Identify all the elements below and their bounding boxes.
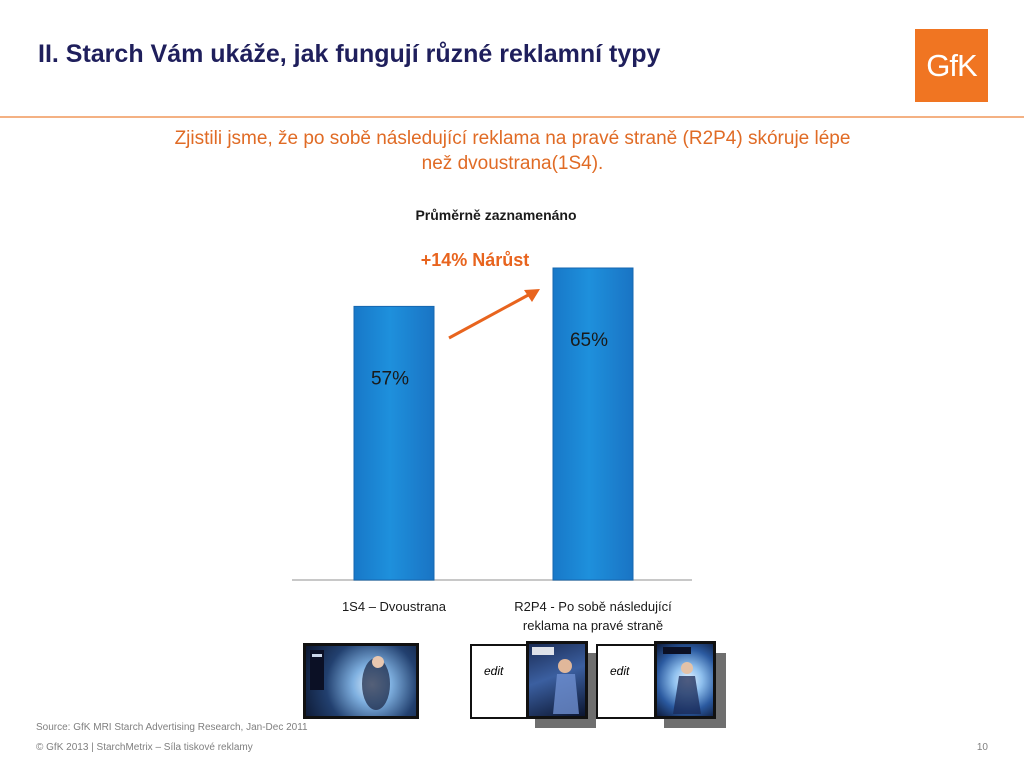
edit-label-2: edit	[610, 664, 630, 678]
subtitle-line-2: než dvoustrana(1S4).	[421, 153, 604, 174]
footer-copyright: © GfK 2013 | StarchMetrix – Síla tiskové…	[36, 742, 253, 753]
category-label-2-1: R2P4 - Po sobě následující	[514, 599, 672, 614]
model-figure-icon	[310, 650, 390, 710]
slide-subtitle: Zjistili jsme, že po sobě následující re…	[90, 126, 935, 176]
magazine-spread-image	[303, 643, 419, 719]
magazine-cover-icon-2	[663, 647, 701, 714]
chart-title: Průměrně zaznamenáno	[415, 207, 576, 223]
logo-text: GfK	[926, 47, 977, 83]
edit-label-1: edit	[484, 664, 504, 678]
page-number: 10	[976, 742, 988, 753]
gfk-logo: GfK	[915, 29, 988, 102]
source-note: Source: GfK MRI Starch Advertising Resea…	[36, 722, 308, 733]
magazine-page-1	[526, 641, 588, 719]
slide-title: II. Starch Vám ukáže, jak fungují různé …	[38, 40, 661, 68]
bar-1	[353, 305, 435, 581]
category-label-1-1: 1S4 – Dvoustrana	[342, 599, 447, 614]
magazine-page-2	[654, 641, 716, 719]
magazine-cover-icon	[532, 647, 579, 714]
edit-page-1: edit	[470, 644, 528, 719]
edit-page-2: edit	[596, 644, 656, 719]
category-label-2-2: reklama na pravé straně	[523, 618, 663, 633]
bar-value-label-2: 65%	[570, 330, 608, 351]
growth-arrow-head	[524, 289, 540, 302]
bar-value-label-1: 57%	[371, 368, 409, 389]
thumbnail-1s4	[303, 643, 421, 721]
subtitle-line-1: Zjistili jsme, že po sobě následující re…	[174, 128, 851, 149]
growth-arrow	[448, 291, 533, 340]
bar-2	[552, 267, 634, 581]
growth-annotation: +14% Nárůst	[421, 250, 530, 270]
thumbnail-r2p4: edit edit	[468, 641, 730, 731]
title-divider	[0, 116, 1024, 118]
